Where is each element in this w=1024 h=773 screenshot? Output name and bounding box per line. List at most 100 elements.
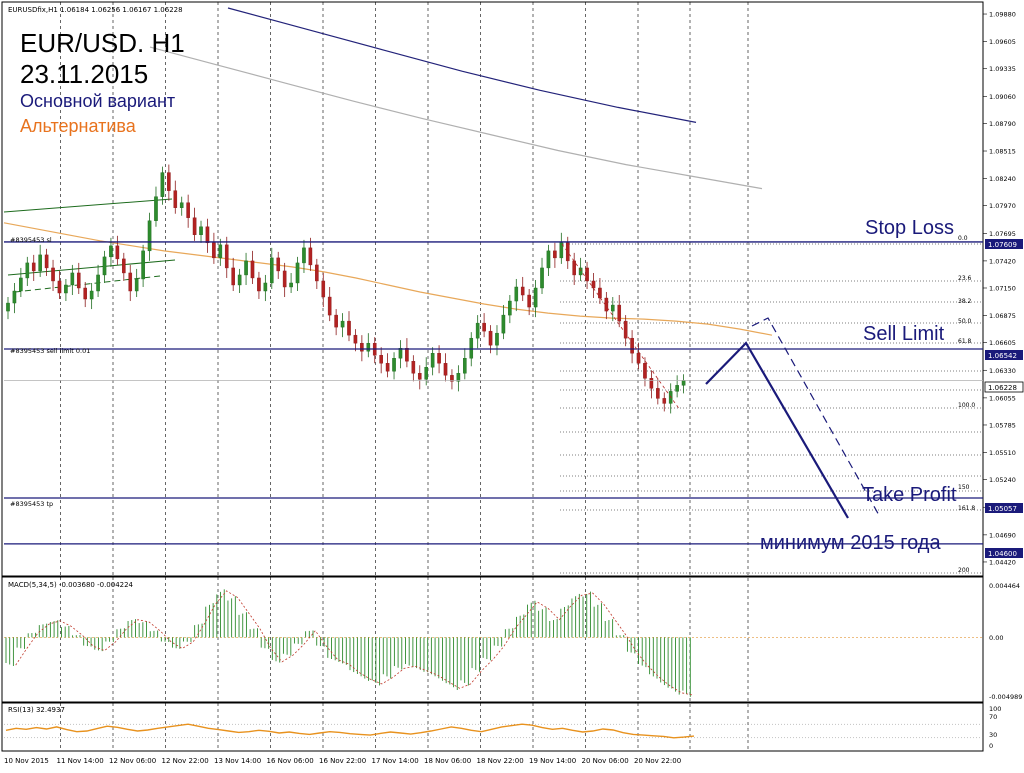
macd-title: MACD(5,34,5) -0.003680 -0.004224 bbox=[8, 581, 134, 589]
rsi-tick-label: 0 bbox=[989, 742, 993, 750]
candle bbox=[231, 257, 235, 292]
x-tick-label: 12 Nov 22:00 bbox=[162, 757, 209, 765]
main-forecast-path bbox=[705, 341, 849, 519]
candle bbox=[546, 244, 551, 276]
candle bbox=[51, 259, 55, 292]
candle bbox=[109, 237, 113, 267]
rsi-line-path bbox=[5, 723, 695, 739]
candle bbox=[205, 218, 210, 253]
y-tick-label: 1.07420 bbox=[989, 257, 1016, 265]
candle bbox=[244, 252, 248, 285]
candle bbox=[475, 315, 480, 349]
candle bbox=[218, 238, 223, 266]
x-tick-label: 12 Nov 06:00 bbox=[109, 757, 156, 765]
fibo-label: 61.8 bbox=[958, 338, 972, 345]
macd-tick-label: -0.004989 bbox=[989, 693, 1022, 701]
svg-text:1.06542: 1.06542 bbox=[988, 352, 1017, 360]
candle bbox=[160, 166, 165, 205]
x-tick-label: 19 Nov 14:00 bbox=[529, 757, 576, 765]
candle bbox=[308, 237, 313, 271]
candle bbox=[450, 369, 454, 390]
candle bbox=[327, 286, 332, 322]
candle bbox=[520, 276, 525, 302]
candle bbox=[31, 254, 36, 281]
fibo-anchor-line bbox=[561, 243, 681, 411]
alt-forecast-path bbox=[751, 317, 881, 518]
candle bbox=[553, 242, 557, 268]
candle bbox=[141, 244, 145, 287]
macd-panel bbox=[1, 576, 984, 703]
time-axis: 10 Nov 2015 11 Nov 14:00 12 Nov 06:00 12 No… bbox=[4, 757, 681, 765]
candle bbox=[192, 207, 197, 241]
y-tick-label: 1.06605 bbox=[989, 339, 1016, 347]
candle bbox=[70, 264, 75, 296]
y-tick-label: 1.09605 bbox=[989, 38, 1016, 46]
candle bbox=[237, 268, 242, 294]
price-box-stop-loss: 1.07609 bbox=[985, 239, 1023, 249]
candle bbox=[199, 220, 203, 243]
legend-alternative: Альтернатива bbox=[20, 116, 137, 136]
fibo-label: 100.0 bbox=[958, 402, 975, 409]
channel-lower bbox=[7, 259, 176, 276]
y-tick-label: 1.05510 bbox=[989, 449, 1016, 457]
candle bbox=[224, 236, 229, 278]
candle bbox=[289, 272, 293, 294]
price-axis: 1.09880 1.09605 1.09335 1.09060 1.08790 1.085… bbox=[983, 11, 1016, 566]
channel-upper bbox=[3, 198, 173, 213]
candle bbox=[6, 297, 10, 320]
candle bbox=[167, 164, 171, 201]
svg-text:1.05057: 1.05057 bbox=[988, 505, 1017, 513]
candle bbox=[379, 347, 383, 374]
price-panel bbox=[1, 1, 984, 577]
x-tick-label: 16 Nov 22:00 bbox=[319, 757, 366, 765]
candle bbox=[392, 352, 396, 380]
candle bbox=[578, 257, 583, 281]
candle bbox=[102, 250, 107, 283]
macd-signal-line bbox=[15, 590, 693, 696]
order-levels bbox=[4, 241, 983, 545]
fibo-label: 50.0 bbox=[958, 318, 972, 325]
fibonacci-levels: 0.0 23.6 38.2 50.0 61.8 100.0 150 161.8 200 bbox=[560, 235, 983, 574]
legend-main-variant: Основной вариант bbox=[20, 91, 175, 111]
x-tick-label: 11 Nov 14:00 bbox=[57, 757, 104, 765]
x-tick-label: 17 Nov 14:00 bbox=[372, 757, 419, 765]
candle bbox=[366, 333, 371, 358]
fibo-label: 161.8 bbox=[958, 505, 975, 512]
price-box-last: 1.06228 bbox=[984, 381, 1024, 393]
candle bbox=[456, 365, 461, 392]
candle bbox=[83, 281, 88, 308]
y-tick-label: 1.08790 bbox=[989, 120, 1016, 128]
candle bbox=[630, 330, 634, 364]
candle bbox=[662, 392, 667, 412]
price-box-sell-limit: 1.06542 bbox=[985, 350, 1023, 360]
y-tick-label: 1.09335 bbox=[989, 65, 1016, 73]
ma-navy-line bbox=[227, 7, 697, 123]
candle bbox=[76, 262, 81, 295]
candle bbox=[269, 247, 274, 289]
candle bbox=[675, 375, 679, 398]
candle bbox=[25, 256, 30, 286]
candle bbox=[353, 329, 358, 352]
candle bbox=[315, 258, 319, 289]
candle bbox=[508, 295, 512, 324]
candle bbox=[19, 267, 23, 298]
candle bbox=[154, 186, 158, 227]
macd-tick-label: 0.00 bbox=[989, 634, 1003, 642]
min-2015-label: минимум 2015 года bbox=[760, 532, 941, 554]
candle bbox=[559, 232, 564, 264]
trend-channel bbox=[3, 198, 176, 293]
sell-limit-label: Sell Limit bbox=[863, 323, 945, 345]
candle bbox=[257, 271, 261, 300]
candle bbox=[122, 252, 126, 281]
candle bbox=[501, 305, 506, 340]
chart-title-pair: EUR/USD. H1 bbox=[20, 28, 185, 58]
candle bbox=[417, 365, 422, 390]
order-sl-label: #8395453 sl bbox=[10, 236, 52, 244]
candle bbox=[643, 357, 647, 387]
candle bbox=[540, 257, 544, 295]
y-tick-label: 1.09060 bbox=[989, 93, 1016, 101]
candle bbox=[398, 340, 403, 369]
